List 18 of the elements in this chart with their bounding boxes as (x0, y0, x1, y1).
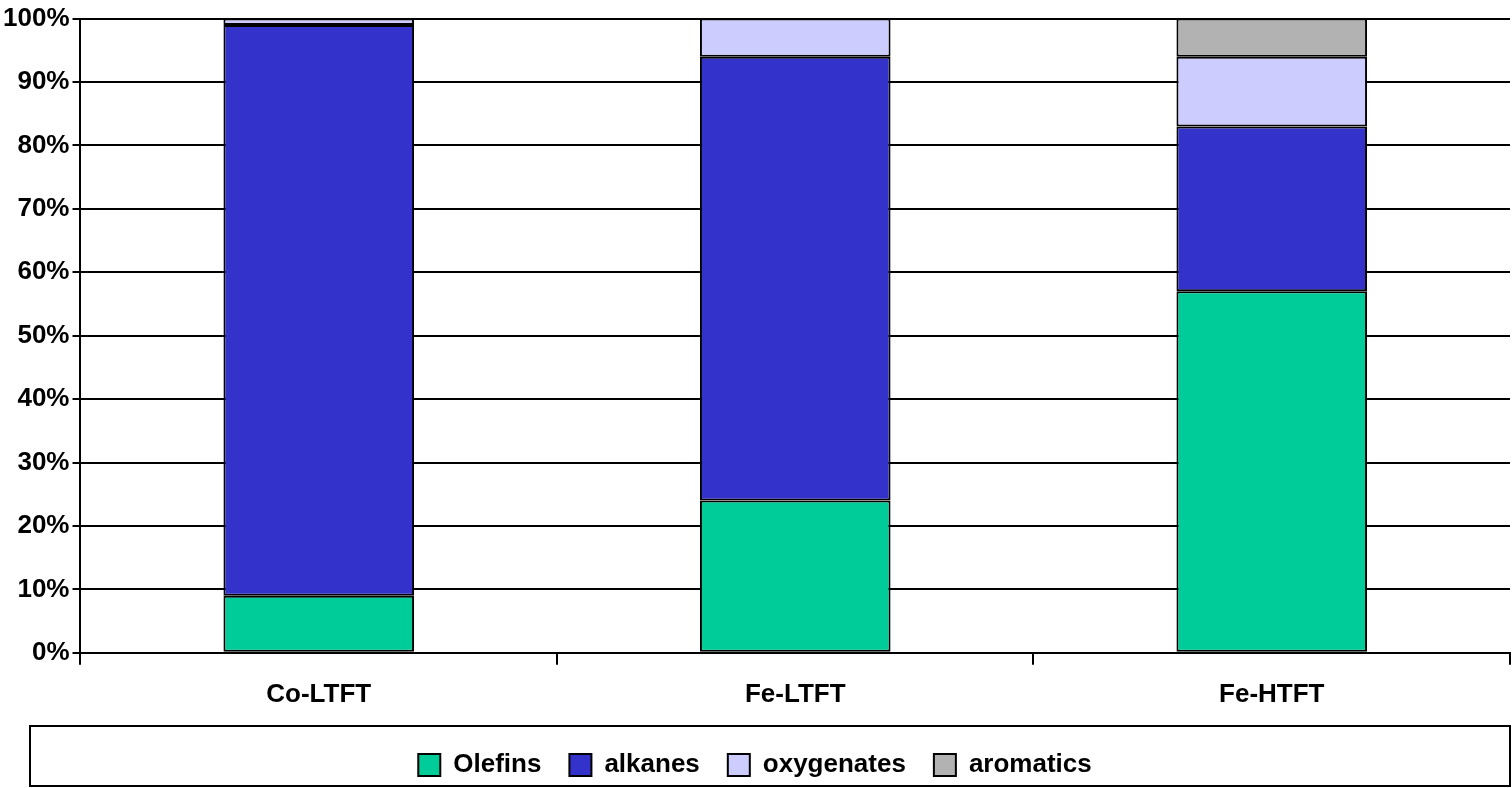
legend-label: alkanes (604, 748, 700, 779)
legend-label: Olefins (453, 748, 542, 779)
y-tick-label: 10% (17, 572, 70, 603)
legend-label: aromatics (968, 748, 1092, 779)
y-tick-label: 60% (17, 255, 70, 286)
y-tick-label: 100% (3, 1, 70, 32)
y-tick-label: 70% (17, 192, 70, 223)
legend-label: oxygenates (762, 748, 906, 779)
y-tick-label: 20% (17, 509, 70, 540)
y-tick-label: 90% (17, 65, 70, 96)
x-tick-label: Fe-LTFT (744, 677, 846, 708)
y-tick-label: 30% (17, 445, 70, 476)
x-tick-label: Co-LTFT (266, 677, 372, 708)
y-tick-label: 50% (17, 318, 70, 349)
y-tick-label: 0% (31, 635, 70, 666)
y-tick-label: 80% (17, 128, 70, 159)
x-tick-label: Fe-HTFT (1219, 677, 1325, 708)
y-tick-label: 40% (17, 382, 70, 413)
